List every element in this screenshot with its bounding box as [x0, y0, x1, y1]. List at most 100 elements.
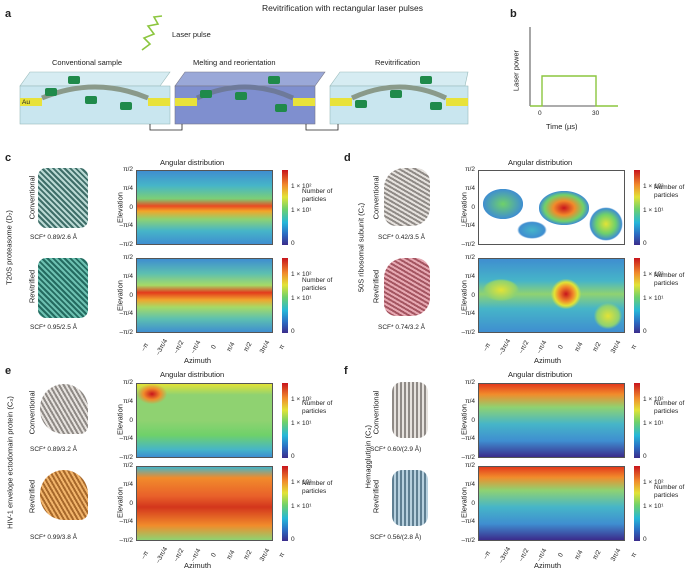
- panel-d-revitrified-heatmap-xtick: –π: [481, 341, 493, 353]
- panel-f-revitrified-heatmap-xtick: π/2: [591, 549, 603, 562]
- panel-e-scf-conv: SCF* 0.89/3.2 Å: [30, 446, 77, 453]
- panel-c-revitrified-heatmap-ytick: –π/4: [119, 310, 133, 318]
- panel-c-revitrified-heatmap-xtick: π/2: [242, 341, 254, 354]
- panel-e-conventional-heatmap-colorbar-tick: 0: [291, 452, 295, 460]
- proteasome-revitrified-map: [38, 258, 88, 318]
- panel-e-revitrified-heatmap-xtick: 0: [209, 551, 218, 559]
- laser-pulse-label: Laser pulse: [172, 30, 211, 39]
- panel-d-revitrified-heatmap-xtick: –3π/4: [498, 337, 513, 357]
- revitrified-sample-diagram: [329, 71, 469, 125]
- panel-e-sample: HIV-1 envelope ectodomain protein (C₃): [5, 396, 15, 529]
- panel-c-label: c: [5, 152, 12, 164]
- panel-f-revitrified-heatmap-colorbar-tick: 1 × 10¹: [643, 503, 664, 511]
- panel-e-revitrified-heatmap-colorbar-tick: 0: [291, 535, 295, 543]
- panel-d-revitrified-heatmap-xtick: π/4: [573, 341, 585, 354]
- panel-f-revitrified-heatmap-xtick: π/4: [573, 549, 585, 562]
- panel-c-revit-label: Revitrified: [27, 269, 37, 304]
- panel-c-title: Angular distribution: [160, 158, 225, 167]
- panel-c-conventional-heatmap-ytick: π/2: [123, 166, 133, 173]
- panel-c-conv-cblabel: Number of particles: [302, 188, 333, 203]
- panel-d-scf-conv: SCF* 0.42/3.5 Å: [378, 234, 425, 241]
- panel-e-title: Angular distribution: [160, 370, 225, 379]
- panel-c-revitrified-heatmap-colorbar-tick: 1 × 10¹: [291, 295, 312, 303]
- panel-c-sample: T20S proteasome (D₇): [4, 210, 14, 285]
- panel-f-conventional-heatmap-ytick: π/4: [465, 397, 475, 405]
- panel-d-conventional-heatmap: [478, 170, 625, 245]
- panel-d-revitrified-heatmap-ytick: –π/4: [461, 310, 475, 318]
- panel-d-revit-cblabel: Number of particles: [654, 272, 685, 287]
- panel-c-conventional-heatmap-colorbar-tick: 1 × 10¹: [291, 207, 312, 215]
- au-label: Au: [22, 99, 30, 106]
- panel-e-revitrified-heatmap-xtick: π/4: [225, 549, 237, 562]
- panel-e-revitrified-heatmap-xtick: π: [277, 551, 287, 559]
- panel-f-revit-label: Revitrified: [371, 479, 381, 514]
- panel-f-revitrified-heatmap-xtick: 3π/4: [609, 547, 623, 563]
- panel-f-conv-colorbar: [634, 383, 640, 458]
- panel-c-revitrified-heatmap-ytick: π/2: [123, 254, 133, 261]
- panel-d-conventional-heatmap-ytick: –π/4: [461, 222, 475, 230]
- panel-c-revitrified-heatmap-colorbar-tick: 1 × 10²: [291, 270, 312, 278]
- panel-f-revitrified-heatmap-ytick: –π/2: [461, 537, 475, 544]
- panel-d-revitrified-heatmap-colorbar-tick: 1 × 10¹: [643, 295, 664, 303]
- panel-e-revitrified-heatmap-ytick: π/4: [123, 480, 133, 488]
- panel-f-revitrified-heatmap-xtick: π: [629, 551, 639, 559]
- panel-f-revitrified-heatmap-xtick: –3π/4: [498, 545, 513, 565]
- panel-e-xlabel: Azimuth: [184, 561, 212, 570]
- panel-c-revitrified-heatmap-ytick: –π/2: [119, 329, 133, 336]
- pulse-tick-0: 0: [538, 110, 542, 117]
- panel-d-conventional-heatmap-ytick: –π/2: [461, 241, 475, 248]
- panel-e-scf-revit: SCF* 0.99/3.8 Å: [30, 534, 77, 541]
- panel-f-revitrified-heatmap: [478, 466, 625, 541]
- panel-d-label: d: [344, 152, 351, 164]
- panel-f-revitrified-heatmap-ytick: –π/4: [461, 518, 475, 526]
- panel-d-revit-colorbar: [634, 258, 640, 333]
- ribosome-conventional-map: [384, 168, 430, 226]
- panel-f-revitrified-heatmap-ytick: π/2: [465, 462, 475, 469]
- panel-f-revitrified-heatmap-xtick: –π: [481, 549, 493, 561]
- panel-f-scf-conv: SCF* 0.60/(2.9 Å): [370, 446, 422, 453]
- panel-e-conventional-heatmap-ytick: –π/4: [119, 435, 133, 443]
- panel-c-conventional-heatmap-ytick: –π/4: [119, 222, 133, 230]
- panel-e-conventional-heatmap-ytick: π/4: [123, 397, 133, 405]
- panel-e-revitrified-heatmap-xtick: –π: [139, 549, 151, 561]
- panel-f-label: f: [344, 365, 348, 377]
- panel-a-label: a: [5, 8, 12, 20]
- panel-d-conventional-heatmap-colorbar-tick: 1 × 10²: [643, 182, 664, 190]
- panel-f-xlabel: Azimuth: [534, 561, 562, 570]
- step-revitrification-label: Revitrification: [375, 58, 421, 67]
- panel-d-revitrified-heatmap-ytick: π/4: [465, 272, 475, 280]
- panel-d-conventional-heatmap-ytick: π/4: [465, 184, 475, 192]
- panel-d-conventional-heatmap-ytick: π/2: [465, 166, 475, 173]
- ribosome-revitrified-map: [384, 258, 430, 316]
- step-conventional-label: Conventional sample: [52, 58, 123, 67]
- panel-c-conventional-heatmap-colorbar-tick: 0: [291, 239, 295, 247]
- panel-e-conventional-heatmap: [136, 383, 273, 458]
- panel-e-revitrified-heatmap-ytick: –π/2: [119, 537, 133, 544]
- panel-d-revitrified-heatmap-xtick: –π/2: [517, 339, 531, 355]
- panel-e-revit-label: Revitrified: [27, 479, 37, 514]
- panel-f-conventional-heatmap-ytick: π/2: [465, 379, 475, 386]
- panel-e-revit-cblabel: Number of particles: [302, 480, 333, 495]
- panel-c-conventional-heatmap: [136, 170, 273, 245]
- panel-c-conventional-heatmap-colorbar-tick: 1 × 10²: [291, 182, 312, 190]
- panel-f-conventional-heatmap: [478, 383, 625, 458]
- panel-d-conv-label: Conventional: [371, 175, 381, 220]
- panel-d-xlabel: Azimuth: [534, 356, 562, 365]
- panel-c-revitrified-heatmap-xtick: π/4: [225, 341, 237, 354]
- panel-e-revit-colorbar: [282, 466, 288, 541]
- panel-f-revitrified-heatmap-ytick: π/4: [465, 480, 475, 488]
- panel-d-scf-revit: SCF* 0.74/3.2 Å: [378, 324, 425, 331]
- laser-time-xlabel: Time (µs): [546, 122, 578, 131]
- panel-d-conventional-heatmap-colorbar-tick: 0: [643, 239, 647, 247]
- panel-e-label: e: [5, 365, 12, 377]
- panel-e-conventional-heatmap-colorbar-tick: 1 × 10²: [291, 395, 312, 403]
- laser-pulse-trace: [530, 75, 618, 107]
- panel-e-revitrified-heatmap-ytick: 0: [129, 499, 133, 507]
- panel-c-revit-cblabel: Number of particles: [302, 277, 333, 292]
- panel-c-scf-revit: SCF* 0.95/2.5 Å: [30, 324, 77, 331]
- panel-f-title: Angular distribution: [508, 370, 573, 379]
- panel-f-conventional-heatmap-ytick: –π/4: [461, 435, 475, 443]
- hemagglutinin-conventional-map: [392, 382, 428, 438]
- panel-c-conv-colorbar: [282, 170, 288, 245]
- panel-e-conventional-heatmap-colorbar-tick: 1 × 10¹: [291, 420, 312, 428]
